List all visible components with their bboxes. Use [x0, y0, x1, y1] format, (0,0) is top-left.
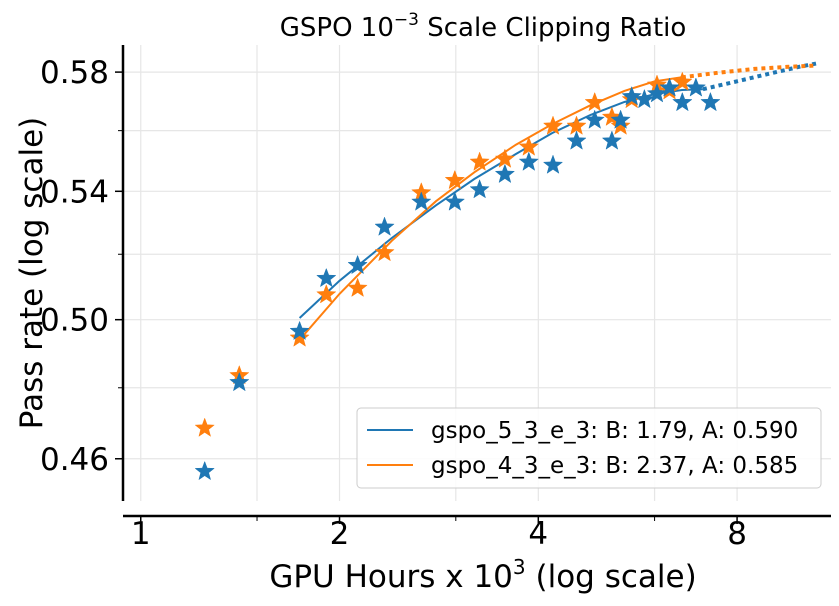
gspo_4_3_e_3-point: [469, 151, 490, 171]
gspo_5_3_e_3-point: [316, 267, 337, 288]
tick-labels: 1 2 4 8 0.46 0.50 0.54 0.58: [40, 55, 747, 552]
gspo_4_3_e_3-point: [444, 169, 466, 190]
gspo_4_3_e_3-point: [316, 284, 337, 304]
gspo_5_3_e_3-point: [444, 191, 466, 211]
gspo_4_3_e_3-point: [347, 277, 368, 297]
gspo_5_3_e_3-point: [621, 85, 642, 106]
gspo_5_3_e_3-point: [610, 109, 631, 129]
gspo_4_3_e_3-point: [672, 71, 693, 91]
gspo_5_3_e_3-point: [229, 371, 250, 392]
gspo_5_3_e_3-point: [672, 91, 693, 112]
y-axis-label: Pass rate (log scale): [14, 117, 50, 429]
data-points: [194, 71, 721, 481]
gspo_4_3_e_3-point: [542, 115, 564, 135]
x-tick-label: 2: [330, 516, 350, 552]
gspo_5_3_e_3-point: [374, 216, 395, 236]
gspo_5_3_e_3-point: [542, 154, 564, 174]
gspo_4_3_e_3-point: [610, 115, 631, 135]
gspo_4_3_e_3-point: [289, 327, 310, 347]
x-tick-label: 4: [528, 516, 548, 552]
x-tick-label: 1: [131, 516, 151, 552]
gspo_5_3_e_3-point: [494, 163, 516, 184]
gspo_5_3_e_3-point: [659, 77, 680, 97]
y-tick-label: 0.46: [40, 442, 109, 478]
gspo_4_3_e_3-point: [374, 241, 395, 262]
gspo_5_3_e_3-extrapolation-line: [702, 61, 817, 92]
gspo_4_3_e_3-point: [584, 91, 605, 112]
gspo_5_3_e_3-point: [518, 151, 539, 171]
y-tick-label: 0.58: [40, 55, 109, 91]
gspo_5_3_e_3-point: [469, 179, 490, 199]
legend-box: [356, 407, 822, 489]
gspo_4_3_e_3-point: [518, 136, 539, 156]
fit-lines: [298, 61, 817, 341]
gspo_5_3_e_3-point: [700, 91, 721, 112]
legend-label-gspo-4-3: gspo_4_3_e_3: B: 2.37, A: 0.585: [431, 453, 798, 479]
gspo_4_3_e_3-fit-line: [298, 76, 683, 341]
gspo_5_3_e_3-point: [566, 130, 587, 150]
gspo_5_3_e_3-point: [685, 77, 707, 97]
gspo_4_3_e_3-point: [494, 148, 516, 168]
gspo_5_3_e_3-point: [347, 254, 368, 275]
gspo_5_3_e_3-point: [584, 109, 605, 129]
gspo_5_3_e_3-point: [194, 460, 215, 481]
gspo_5_3_e_3-point: [646, 83, 668, 103]
gspo_5_3_e_3-point: [601, 130, 623, 150]
gspo_4_3_e_3-point: [194, 417, 215, 437]
tick-marks: [115, 71, 738, 524]
gspo_5_3_e_3-point: [634, 88, 655, 109]
chart-title: GSPO 10−3 Scale Clipping Ratio: [280, 10, 687, 43]
y-tick-label: 0.54: [40, 174, 109, 210]
axes: [121, 45, 831, 518]
legend: gspo_5_3_e_3: B: 1.79, A: 0.590 gspo_4_3…: [356, 407, 822, 489]
gspo_4_3_e_3-extrapolation-line: [681, 63, 817, 80]
y-tick-label: 0.50: [40, 303, 109, 339]
gspo_5_3_e_3-point: [289, 320, 310, 341]
legend-label-gspo-5-3: gspo_5_3_e_3: B: 1.79, A: 0.590: [431, 418, 798, 444]
gspo_5_3_e_3-fit-line: [298, 88, 703, 319]
x-axis-label: GPU Hours x 103 (log scale): [269, 555, 696, 595]
x-tick-label: 8: [727, 516, 747, 552]
gspo_5_3_e_3-point: [411, 191, 432, 211]
